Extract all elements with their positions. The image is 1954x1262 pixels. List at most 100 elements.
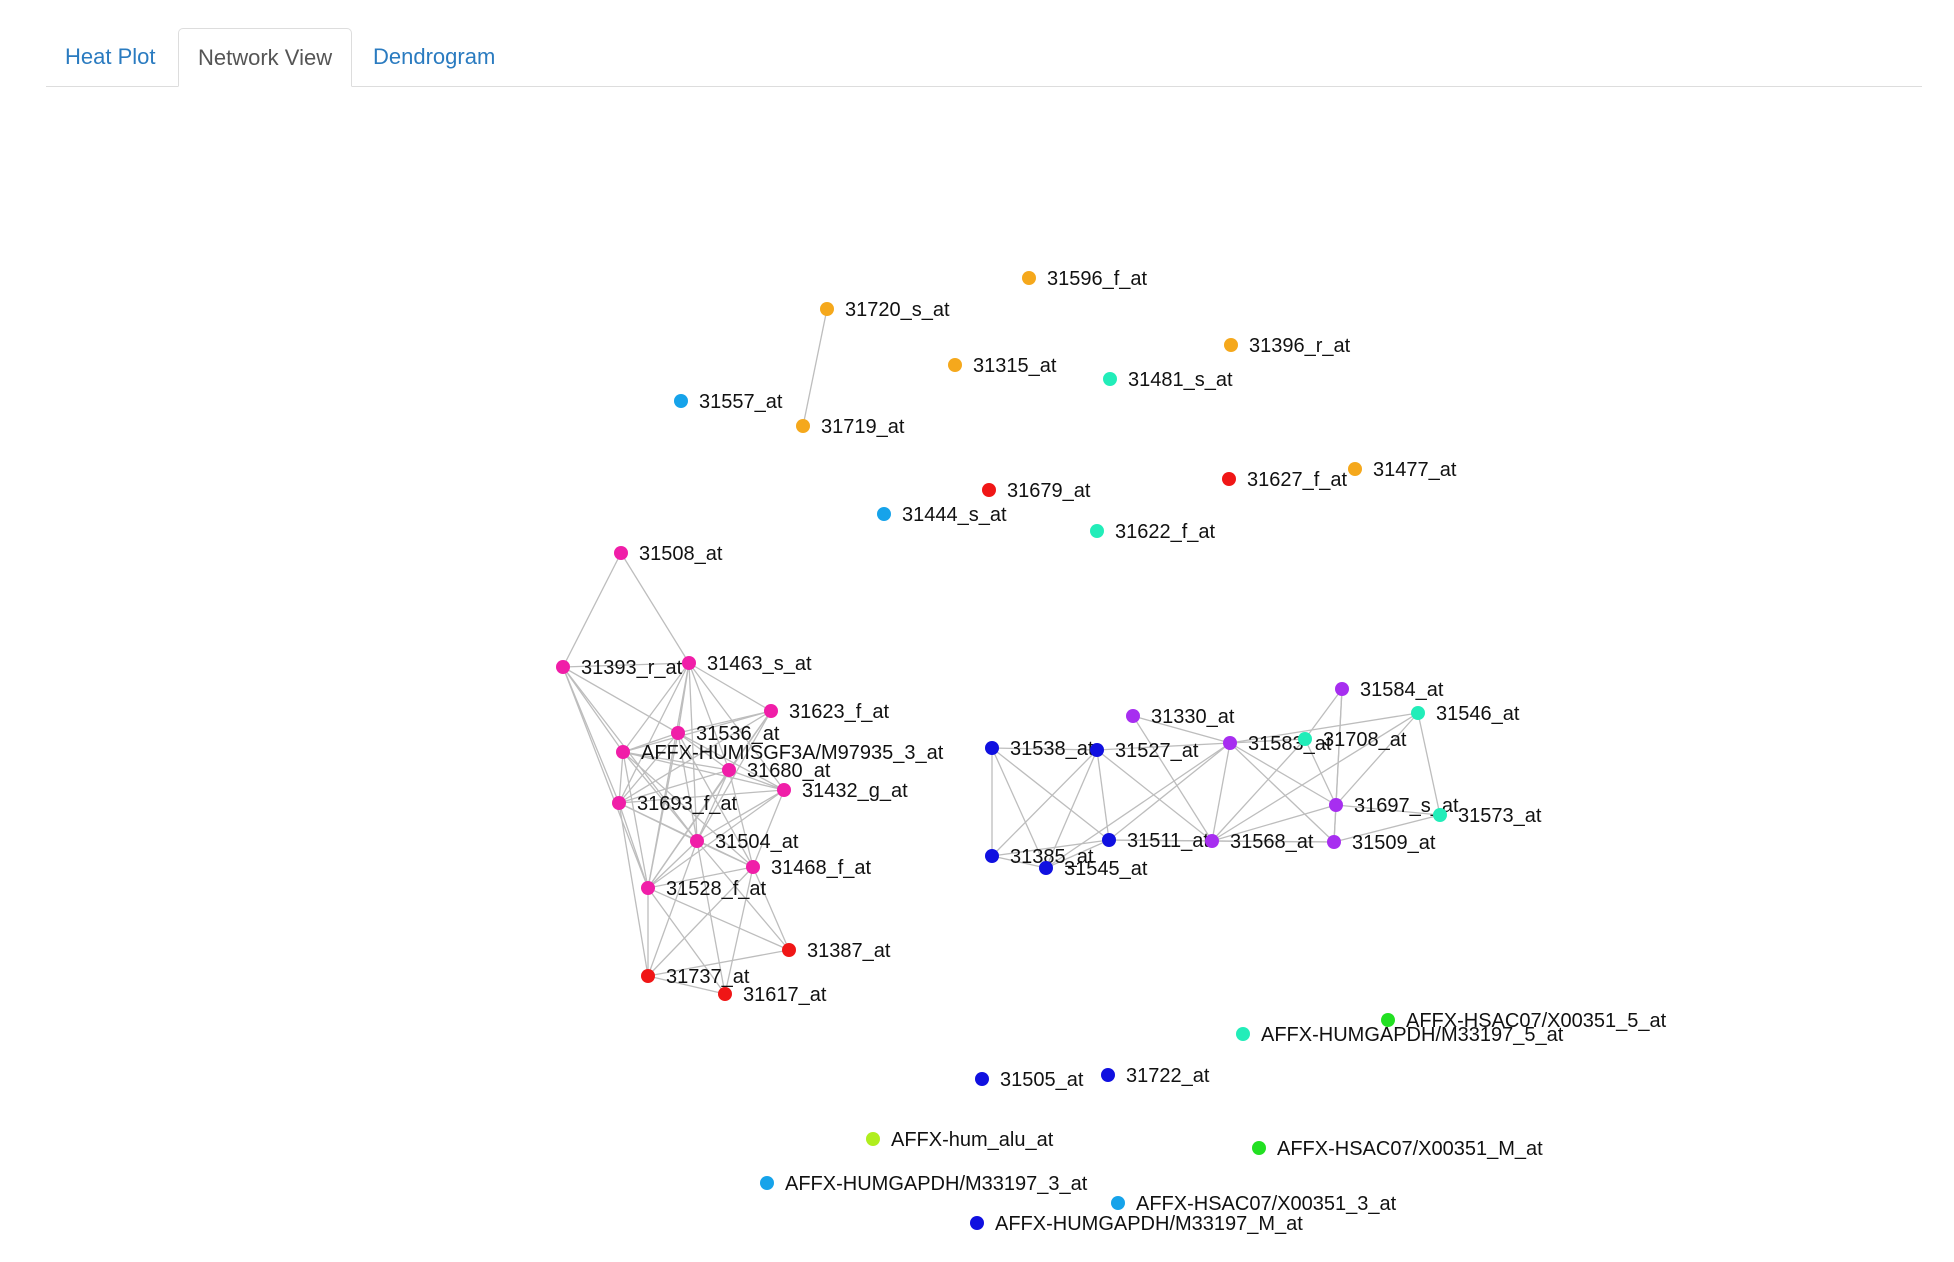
node-31315-at[interactable]: 31315_at	[948, 355, 1057, 377]
node-dot[interactable]	[975, 1072, 989, 1086]
node-dot[interactable]	[1022, 271, 1036, 285]
node-dot[interactable]	[760, 1176, 774, 1190]
node-31385-at[interactable]: 31385_at	[985, 846, 1094, 868]
node-dot[interactable]	[1090, 524, 1104, 538]
node-31505-at[interactable]: 31505_at	[975, 1069, 1084, 1091]
node-31623-f-at[interactable]: 31623_f_at	[764, 701, 890, 723]
node-31396-r-at[interactable]: 31396_r_at	[1224, 335, 1351, 357]
node-affx-humgapdh-m33197-5-at[interactable]: AFFX-HUMGAPDH/M33197_5_at	[1236, 1024, 1564, 1046]
node-31573-at[interactable]: 31573_at	[1433, 805, 1542, 827]
node-31387-at[interactable]: 31387_at	[782, 940, 891, 962]
node-dot[interactable]	[641, 969, 655, 983]
node-31527-at[interactable]: 31527_at	[1090, 740, 1199, 762]
node-31596-f-at[interactable]: 31596_f_at	[1022, 268, 1148, 290]
node-dot[interactable]	[1433, 808, 1447, 822]
node-dot[interactable]	[1111, 1196, 1125, 1210]
node-affx-humgapdh-m33197-m-at[interactable]: AFFX-HUMGAPDH/M33197_M_at	[970, 1213, 1303, 1235]
node-31444-s-at[interactable]: 31444_s_at	[877, 504, 1007, 526]
node-dot[interactable]	[1090, 743, 1104, 757]
node-affx-hsac07-x00351-5-at[interactable]: AFFX-HSAC07/X00351_5_at	[1381, 1010, 1667, 1032]
node-dot[interactable]	[820, 302, 834, 316]
node-dot[interactable]	[690, 834, 704, 848]
node-dot[interactable]	[1329, 798, 1343, 812]
node-31463-s-at[interactable]: 31463_s_at	[682, 653, 812, 675]
node-31693-f-at[interactable]: 31693_f_at	[612, 793, 738, 815]
node-dot[interactable]	[718, 987, 732, 1001]
node-dot[interactable]	[1236, 1027, 1250, 1041]
node-dot[interactable]	[1224, 338, 1238, 352]
node-dot[interactable]	[614, 546, 628, 560]
node-31511-at[interactable]: 31511_at	[1102, 830, 1209, 852]
node-31722-at[interactable]: 31722_at	[1101, 1065, 1210, 1087]
node-dot[interactable]	[1126, 709, 1140, 723]
node-31481-s-at[interactable]: 31481_s_at	[1103, 369, 1233, 391]
node-31679-at[interactable]: 31679_at	[982, 480, 1091, 502]
node-dot[interactable]	[1103, 372, 1117, 386]
tab-heat-plot[interactable]: Heat Plot	[65, 44, 156, 69]
node-dot[interactable]	[722, 763, 736, 777]
node-dot[interactable]	[1101, 1068, 1115, 1082]
node-dot[interactable]	[1335, 682, 1349, 696]
node-31568-at[interactable]: 31568_at	[1205, 831, 1314, 853]
node-dot[interactable]	[1223, 736, 1237, 750]
node-affx-hsac07-x00351-m-at[interactable]: AFFX-HSAC07/X00351_M_at	[1252, 1138, 1543, 1160]
node-dot[interactable]	[1298, 732, 1312, 746]
node-dot[interactable]	[746, 860, 760, 874]
node-31719-at[interactable]: 31719_at	[796, 416, 905, 438]
tab-dendrogram[interactable]: Dendrogram	[373, 44, 496, 69]
node-dot[interactable]	[985, 849, 999, 863]
node-31617-at[interactable]: 31617_at	[718, 984, 827, 1006]
node-dot[interactable]	[866, 1132, 880, 1146]
node-dot[interactable]	[982, 483, 996, 497]
node-dot[interactable]	[616, 745, 630, 759]
node-dot[interactable]	[1205, 834, 1219, 848]
node-31536-at[interactable]: 31536_at	[671, 723, 780, 745]
node-dot[interactable]	[777, 783, 791, 797]
node-dot[interactable]	[948, 358, 962, 372]
node-31330-at[interactable]: 31330_at	[1126, 706, 1235, 728]
node-dot[interactable]	[1327, 835, 1341, 849]
node-dot[interactable]	[612, 796, 626, 810]
node-31708-at[interactable]: 31708_at	[1298, 729, 1407, 751]
node-dot[interactable]	[641, 881, 655, 895]
node-31584-at[interactable]: 31584_at	[1335, 679, 1444, 701]
node-affx-hum-alu-at[interactable]: AFFX-hum_alu_at	[866, 1129, 1054, 1151]
node-dot[interactable]	[1381, 1013, 1395, 1027]
node-31546-at[interactable]: 31546_at	[1411, 703, 1520, 725]
node-dot[interactable]	[1411, 706, 1425, 720]
node-dot[interactable]	[970, 1216, 984, 1230]
node-affx-humgapdh-m33197-3-at[interactable]: AFFX-HUMGAPDH/M33197_3_at	[760, 1173, 1088, 1195]
node-31508-at[interactable]: 31508_at	[614, 543, 723, 565]
node-31504-at[interactable]: 31504_at	[690, 831, 799, 853]
node-dot[interactable]	[985, 741, 999, 755]
node-31477-at[interactable]: 31477_at	[1348, 459, 1457, 481]
tab-network-view[interactable]: Network View	[178, 28, 353, 87]
node-dot[interactable]	[674, 394, 688, 408]
node-dot[interactable]	[796, 419, 810, 433]
node-dot[interactable]	[682, 656, 696, 670]
node-dot[interactable]	[782, 943, 796, 957]
node-31622-f-at[interactable]: 31622_f_at	[1090, 521, 1216, 543]
node-31680-at[interactable]: 31680_at	[722, 760, 831, 782]
node-dot[interactable]	[1039, 861, 1053, 875]
node-dot[interactable]	[671, 726, 685, 740]
node-31545-at[interactable]: 31545_at	[1039, 858, 1148, 880]
node-31393-r-at[interactable]: 31393_r_at	[556, 657, 683, 679]
node-31528-f-at[interactable]: 31528_f_at	[641, 878, 767, 900]
node-31468-f-at[interactable]: 31468_f_at	[746, 857, 872, 879]
node-31509-at[interactable]: 31509_at	[1327, 832, 1436, 854]
node-dot[interactable]	[764, 704, 778, 718]
node-31697-s-at[interactable]: 31697_s_at	[1329, 795, 1459, 817]
node-31432-g-at[interactable]: 31432_g_at	[777, 780, 908, 802]
node-dot[interactable]	[556, 660, 570, 674]
node-31737-at[interactable]: 31737_at	[641, 966, 750, 988]
node-affx-humisgf3a-m97935-3-at[interactable]: AFFX-HUMISGF3A/M97935_3_at	[616, 742, 944, 764]
node-31627-f-at[interactable]: 31627_f_at	[1222, 469, 1348, 491]
node-affx-hsac07-x00351-3-at[interactable]: AFFX-HSAC07/X00351_3_at	[1111, 1193, 1397, 1215]
node-dot[interactable]	[1102, 833, 1116, 847]
node-dot[interactable]	[1252, 1141, 1266, 1155]
node-31720-s-at[interactable]: 31720_s_at	[820, 299, 950, 321]
node-dot[interactable]	[877, 507, 891, 521]
node-dot[interactable]	[1222, 472, 1236, 486]
node-31538-at[interactable]: 31538_at	[985, 738, 1094, 760]
